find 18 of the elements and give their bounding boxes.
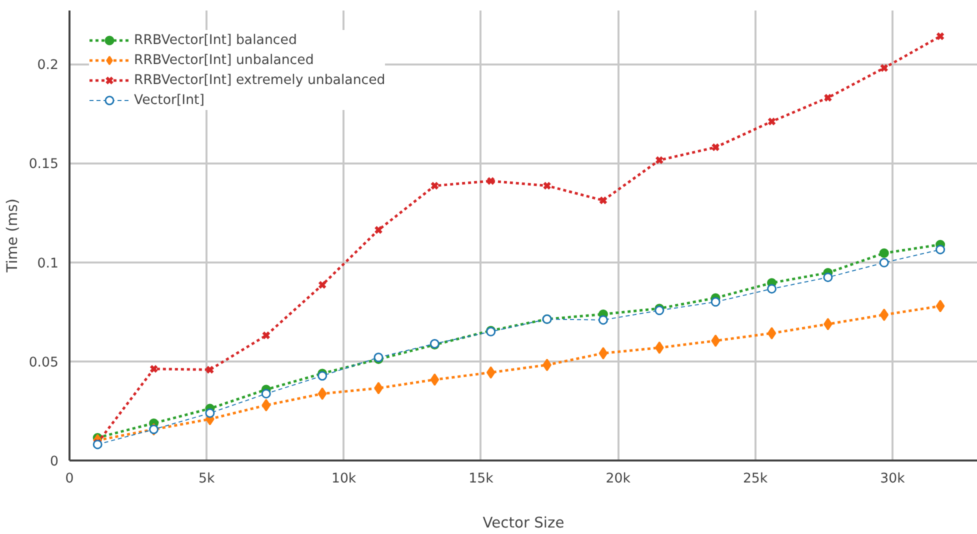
x-tick-label: 10k bbox=[331, 472, 356, 486]
y-tick-label: 0.2 bbox=[37, 58, 59, 74]
y-axis-title: Time (ms) bbox=[4, 198, 21, 274]
y-tick-label: 0 bbox=[50, 454, 59, 470]
legend-label: RRBVector[Int] balanced bbox=[134, 32, 297, 48]
legend-label: Vector[Int] bbox=[134, 92, 204, 108]
x-tick-label: 25k bbox=[742, 472, 768, 486]
y-tick-label: 0.15 bbox=[28, 157, 59, 172]
y-tick-label: 0.1 bbox=[37, 256, 59, 272]
x-tick-label: 30k bbox=[880, 472, 906, 486]
y-tick-label: 0.05 bbox=[28, 355, 59, 370]
x-tick-label: 15k bbox=[468, 472, 494, 486]
x-tick-label: 5k bbox=[198, 472, 216, 486]
x-tick-label: 20k bbox=[606, 472, 631, 486]
x-tick-label: 0 bbox=[65, 472, 74, 486]
legend-label: RRBVector[Int] unbalanced bbox=[134, 52, 314, 68]
legend-label: RRBVector[Int] extremely unbalanced bbox=[134, 72, 386, 88]
x-axis-title: Vector Size bbox=[482, 514, 564, 532]
